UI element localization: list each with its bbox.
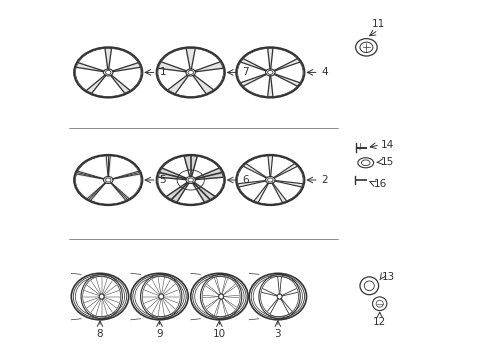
Polygon shape	[254, 183, 268, 202]
Polygon shape	[267, 49, 272, 69]
Text: 14: 14	[380, 140, 393, 150]
Polygon shape	[238, 180, 265, 187]
Text: 11: 11	[371, 19, 384, 30]
Polygon shape	[77, 63, 103, 72]
Text: 15: 15	[380, 157, 393, 167]
Polygon shape	[86, 75, 105, 93]
Polygon shape	[159, 62, 186, 72]
Polygon shape	[271, 183, 286, 202]
Text: 5: 5	[159, 175, 166, 185]
Text: 8: 8	[97, 329, 103, 339]
Polygon shape	[86, 183, 105, 201]
Polygon shape	[184, 156, 197, 170]
Text: 10: 10	[212, 329, 225, 339]
Text: 3: 3	[274, 329, 281, 339]
Polygon shape	[166, 187, 184, 202]
Polygon shape	[110, 183, 129, 201]
Polygon shape	[112, 170, 140, 179]
Polygon shape	[273, 164, 296, 178]
Polygon shape	[195, 62, 222, 72]
Text: 4: 4	[321, 67, 327, 77]
Text: 6: 6	[242, 175, 248, 185]
Polygon shape	[274, 59, 299, 71]
Polygon shape	[168, 75, 188, 94]
Polygon shape	[105, 156, 111, 176]
Polygon shape	[77, 170, 103, 179]
Polygon shape	[110, 75, 129, 93]
Polygon shape	[243, 164, 266, 178]
Polygon shape	[193, 75, 213, 94]
Polygon shape	[241, 59, 266, 71]
Polygon shape	[267, 76, 272, 96]
Polygon shape	[274, 74, 299, 86]
Polygon shape	[196, 187, 214, 202]
Polygon shape	[186, 49, 195, 69]
Text: 2: 2	[321, 175, 327, 185]
Polygon shape	[274, 180, 302, 187]
Polygon shape	[267, 156, 272, 176]
Text: 7: 7	[242, 67, 248, 77]
Text: 1: 1	[159, 67, 166, 77]
Polygon shape	[158, 168, 179, 179]
Text: 9: 9	[156, 329, 163, 339]
Polygon shape	[202, 168, 223, 179]
Text: 13: 13	[381, 272, 394, 282]
Polygon shape	[105, 49, 111, 69]
Text: 16: 16	[373, 179, 386, 189]
Polygon shape	[112, 63, 140, 72]
Polygon shape	[241, 74, 266, 86]
Text: 12: 12	[372, 317, 386, 327]
